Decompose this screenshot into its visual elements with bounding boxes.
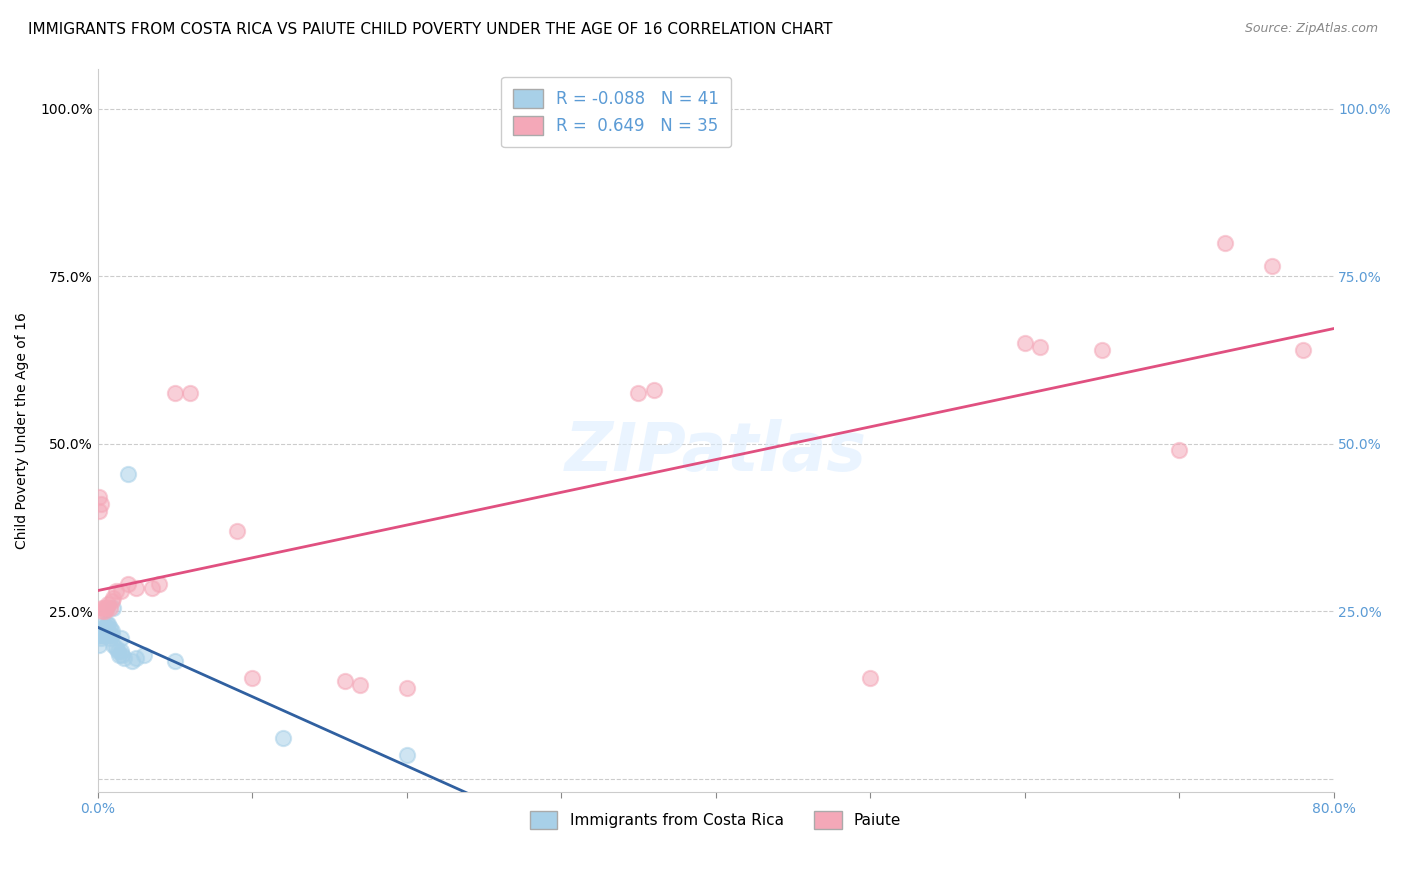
Point [117,577,139,591]
Point [100,594,122,608]
Point [96,617,118,632]
Text: Source: ZipAtlas.com: Source: ZipAtlas.com [1244,22,1378,36]
Point [90,631,112,645]
Point [97,624,120,639]
Point [1091,343,1114,357]
Point [90,627,112,641]
Point [271,731,294,746]
Point [93,617,115,632]
Point [395,681,418,695]
Point [97,617,120,632]
Point [111,648,134,662]
Point [94,621,117,635]
Legend: Immigrants from Costa Rica, Paiute: Immigrants from Costa Rica, Paiute [524,805,907,835]
Point [1029,339,1052,353]
Point [89,638,111,652]
Point [395,748,418,763]
Point [107,644,129,658]
Point [105,584,128,599]
Point [110,584,132,599]
Point [96,600,118,615]
Point [141,581,163,595]
Y-axis label: Child Poverty Under the Age of 16: Child Poverty Under the Age of 16 [15,312,30,549]
Point [91,604,114,618]
Point [94,627,117,641]
Point [97,627,120,641]
Point [1215,235,1237,250]
Text: ZIPatlas: ZIPatlas [565,419,866,485]
Point [89,503,111,517]
Point [93,600,115,615]
Point [121,654,143,668]
Point [98,627,121,641]
Point [93,621,115,635]
Point [97,598,120,612]
Point [132,648,155,662]
Point [179,386,201,401]
Point [225,524,247,538]
Point [98,600,121,615]
Point [96,627,118,641]
Point [117,467,139,481]
Point [1168,443,1191,458]
Point [643,383,665,397]
Point [101,638,124,652]
Point [627,386,650,401]
Point [98,621,121,635]
Point [333,674,356,689]
Point [112,651,135,665]
Point [98,631,121,645]
Point [1014,336,1036,351]
Point [90,624,112,639]
Point [100,627,122,641]
Point [94,604,117,618]
Point [163,386,186,401]
Point [110,631,132,645]
Point [91,621,114,635]
Point [94,624,117,639]
Point [105,640,128,655]
Point [1260,259,1282,273]
Point [89,490,111,504]
Point [125,651,148,665]
Point [1291,343,1313,357]
Text: IMMIGRANTS FROM COSTA RICA VS PAIUTE CHILD POVERTY UNDER THE AGE OF 16 CORRELATI: IMMIGRANTS FROM COSTA RICA VS PAIUTE CHI… [28,22,832,37]
Point [148,577,170,591]
Point [859,671,882,685]
Point [108,648,131,662]
Point [96,621,118,635]
Point [93,627,115,641]
Point [100,624,122,639]
Point [101,600,124,615]
Point [90,497,112,511]
Point [240,671,263,685]
Point [125,581,148,595]
Point [163,654,186,668]
Point [91,627,114,641]
Point [91,600,114,615]
Point [91,624,114,639]
Point [101,591,124,605]
Point [89,627,111,641]
Point [349,678,371,692]
Point [110,644,132,658]
